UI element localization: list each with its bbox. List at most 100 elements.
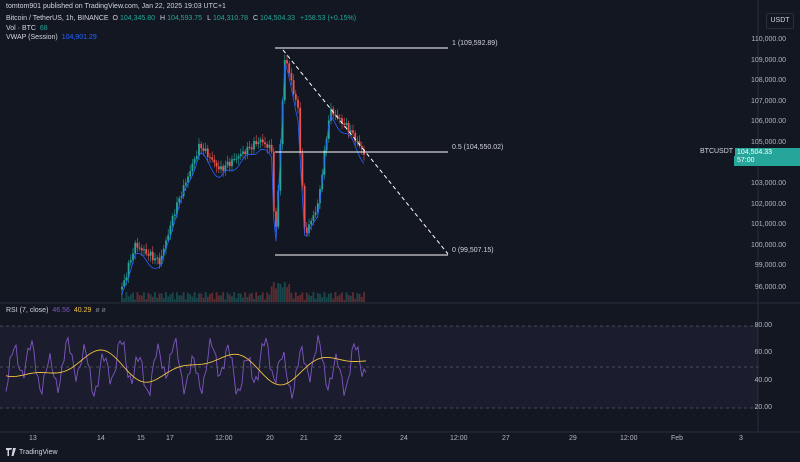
candle-body[interactable] xyxy=(173,214,176,217)
candle-body[interactable] xyxy=(264,142,266,145)
candle-body[interactable] xyxy=(147,253,150,256)
vwap-legend[interactable]: VWAP (Session) 104,901.29 xyxy=(6,34,99,41)
candle-body[interactable] xyxy=(213,159,216,163)
candle-body[interactable] xyxy=(204,148,207,151)
candle-body[interactable] xyxy=(352,130,354,134)
candle-body[interactable] xyxy=(220,166,222,170)
candle-body[interactable] xyxy=(121,286,123,290)
candle-body[interactable] xyxy=(209,156,211,158)
candle-body[interactable] xyxy=(246,146,249,155)
candle-body[interactable] xyxy=(191,163,194,172)
rsi-legend[interactable]: RSI (7, close) 46.56 40.29 ø ø xyxy=(6,307,108,314)
candle-body[interactable] xyxy=(308,224,310,233)
candle-body[interactable] xyxy=(200,143,203,149)
candle-body[interactable] xyxy=(294,94,297,100)
candle-body[interactable] xyxy=(226,161,229,166)
candle-body[interactable] xyxy=(184,182,187,186)
candle-body[interactable] xyxy=(198,143,200,157)
candle-body[interactable] xyxy=(283,60,286,101)
candle-body[interactable] xyxy=(182,185,185,197)
candle-body[interactable] xyxy=(145,249,148,254)
volume-legend[interactable]: Vol · BTC 68 xyxy=(6,25,50,32)
candle-body[interactable] xyxy=(334,114,337,116)
candle-body[interactable] xyxy=(310,220,313,225)
candle-body[interactable] xyxy=(202,148,205,151)
currency-badge[interactable]: USDT xyxy=(766,13,794,29)
candle-body[interactable] xyxy=(178,198,181,203)
candle-body[interactable] xyxy=(360,145,363,150)
candle-body[interactable] xyxy=(349,130,352,133)
candle-body[interactable] xyxy=(195,156,198,159)
candle-body[interactable] xyxy=(275,211,277,227)
candle-body[interactable] xyxy=(167,235,170,241)
candle-body[interactable] xyxy=(316,203,319,213)
candle-body[interactable] xyxy=(193,158,196,164)
candle-body[interactable] xyxy=(154,258,156,261)
candle-body[interactable] xyxy=(239,154,242,157)
fib-trend-line[interactable] xyxy=(282,49,449,255)
candle-body[interactable] xyxy=(125,277,128,281)
symbol-name[interactable]: Bitcoin / TetherUS, 1h, BINANCE xyxy=(6,15,109,22)
candle-body[interactable] xyxy=(160,255,163,265)
candle-body[interactable] xyxy=(134,242,137,254)
candle-body[interactable] xyxy=(288,63,291,73)
candle-body[interactable] xyxy=(211,157,214,160)
candle-body[interactable] xyxy=(123,280,126,287)
candle-body[interactable] xyxy=(235,158,238,160)
candle-body[interactable] xyxy=(290,72,293,81)
candle-body[interactable] xyxy=(233,158,236,160)
candle-body[interactable] xyxy=(228,161,231,167)
candle-body[interactable] xyxy=(330,108,332,121)
candle-body[interactable] xyxy=(312,215,315,221)
candle-body[interactable] xyxy=(314,212,317,216)
candle-body[interactable] xyxy=(162,248,165,256)
candle-body[interactable] xyxy=(248,146,251,148)
candle-body[interactable] xyxy=(224,165,227,171)
candle-body[interactable] xyxy=(156,257,159,259)
candle-body[interactable] xyxy=(261,139,264,143)
candle-body[interactable] xyxy=(358,141,361,146)
candle-body[interactable] xyxy=(136,242,139,248)
candle-body[interactable] xyxy=(250,147,253,150)
candle-body[interactable] xyxy=(356,141,359,143)
candle-body[interactable] xyxy=(244,151,247,155)
candle-body[interactable] xyxy=(189,171,192,177)
candle-body[interactable] xyxy=(206,148,209,157)
candle-body[interactable] xyxy=(242,151,244,155)
candle-body[interactable] xyxy=(217,166,220,170)
candle-body[interactable] xyxy=(301,153,304,186)
candle-body[interactable] xyxy=(215,162,218,167)
candle-body[interactable] xyxy=(277,190,280,227)
candle-body[interactable] xyxy=(336,115,339,119)
candles[interactable] xyxy=(121,54,365,295)
candle-body[interactable] xyxy=(343,123,346,125)
candle-body[interactable] xyxy=(140,248,143,251)
candle-body[interactable] xyxy=(138,247,141,249)
candle-body[interactable] xyxy=(257,142,260,145)
candle-body[interactable] xyxy=(129,260,132,263)
candle-body[interactable] xyxy=(303,185,306,228)
candle-body[interactable] xyxy=(253,141,255,150)
candle-body[interactable] xyxy=(187,176,189,183)
candle-body[interactable] xyxy=(180,196,183,199)
candle-body[interactable] xyxy=(255,141,258,145)
candle-body[interactable] xyxy=(279,144,282,191)
candle-body[interactable] xyxy=(286,60,288,64)
candle-body[interactable] xyxy=(338,118,341,120)
candle-body[interactable] xyxy=(237,156,240,159)
candle-body[interactable] xyxy=(347,122,350,133)
candle-body[interactable] xyxy=(222,166,225,171)
candle-body[interactable] xyxy=(132,253,134,261)
candle-body[interactable] xyxy=(281,100,284,145)
candle-body[interactable] xyxy=(341,118,343,124)
candle-body[interactable] xyxy=(305,227,308,233)
candle-body[interactable] xyxy=(354,133,357,142)
candle-body[interactable] xyxy=(270,144,273,152)
candle-body[interactable] xyxy=(268,144,271,148)
candle-body[interactable] xyxy=(292,80,295,95)
candle-body[interactable] xyxy=(143,249,145,251)
candle-body[interactable] xyxy=(151,251,154,261)
candle-body[interactable] xyxy=(345,122,348,125)
candle-body[interactable] xyxy=(297,99,299,108)
